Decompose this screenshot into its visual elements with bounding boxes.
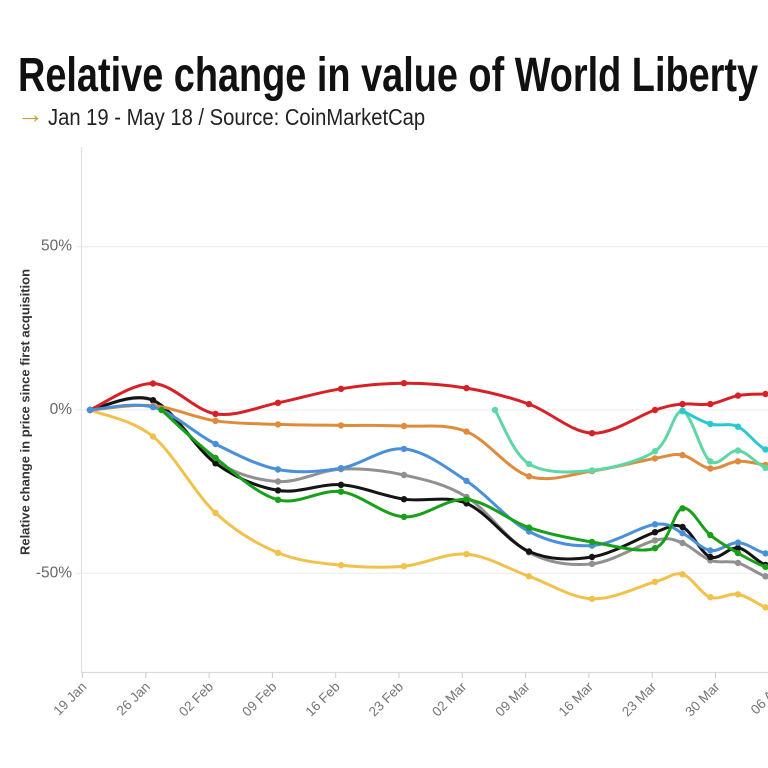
svg-text:26 Jan: 26 Jan <box>114 679 153 718</box>
svg-text:06 Apr: 06 Apr <box>748 679 768 718</box>
svg-text:02 Mar: 02 Mar <box>429 679 470 720</box>
svg-text:19 Jan: 19 Jan <box>50 679 89 718</box>
svg-text:09 Feb: 09 Feb <box>239 679 279 719</box>
svg-text:16 Mar: 16 Mar <box>556 679 597 720</box>
svg-text:Relative change in price since: Relative change in price since first acq… <box>18 269 33 555</box>
svg-text:02 Feb: 02 Feb <box>176 679 216 719</box>
svg-text:50%: 50% <box>41 238 72 255</box>
svg-text:16 Feb: 16 Feb <box>302 679 342 719</box>
svg-text:0%: 0% <box>50 401 73 418</box>
svg-text:-50%: -50% <box>36 564 72 581</box>
svg-text:09 Mar: 09 Mar <box>492 679 533 720</box>
svg-text:30 Mar: 30 Mar <box>682 679 723 720</box>
svg-text:23 Mar: 23 Mar <box>619 679 660 720</box>
svg-text:23 Feb: 23 Feb <box>366 679 406 719</box>
